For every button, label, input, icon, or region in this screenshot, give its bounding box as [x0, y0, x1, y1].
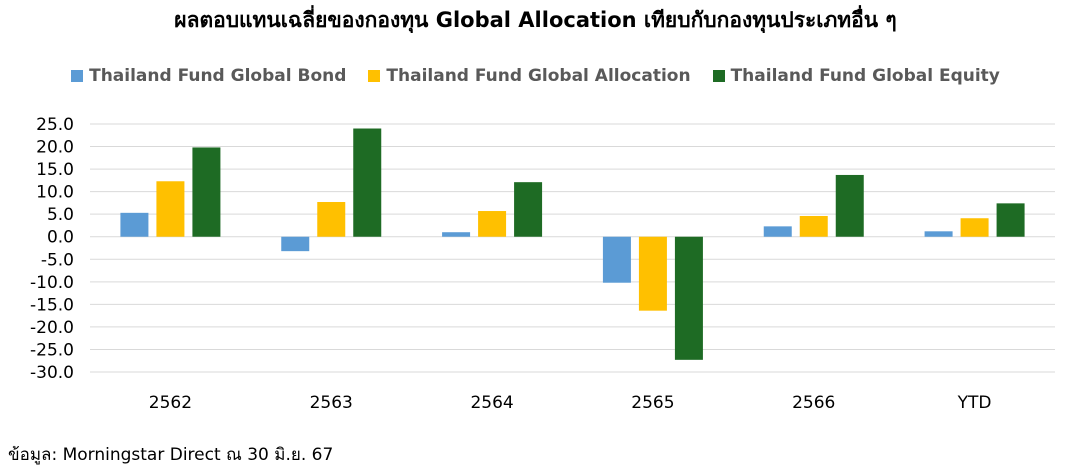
x-tick-label: 2562	[149, 393, 192, 413]
x-tick-label: 2566	[792, 393, 835, 413]
legend-swatch	[71, 70, 84, 82]
bar	[317, 202, 346, 237]
legend-item: Thailand Fund Global Equity	[712, 66, 1000, 86]
source-note: ข้อมูล: Morningstar Direct ณ 30 มิ.ย. 67	[8, 445, 334, 465]
x-tick-label: YTD	[957, 393, 992, 413]
x-tick-label: 2564	[470, 393, 513, 413]
y-tick-label: 0.0	[47, 228, 74, 248]
bar	[353, 128, 382, 237]
y-tick-label: 10.0	[36, 183, 74, 203]
legend: Thailand Fund Global Bond Thailand Fund G…	[0, 66, 1071, 86]
legend-label: Thailand Fund Global Bond	[89, 66, 347, 86]
bar	[960, 218, 989, 237]
legend-swatch	[712, 70, 725, 82]
y-tick-label: -15.0	[30, 295, 74, 315]
bar	[996, 203, 1025, 237]
y-tick-label: -5.0	[41, 250, 74, 270]
bar	[156, 181, 185, 237]
x-tick-label: 2563	[310, 393, 353, 413]
y-tick-label: 15.0	[36, 160, 74, 180]
bar	[638, 236, 667, 311]
bar	[763, 226, 792, 237]
bar	[281, 236, 310, 252]
bar	[674, 236, 703, 360]
legend-item: Thailand Fund Global Allocation	[368, 66, 691, 86]
y-tick-label: -25.0	[30, 340, 74, 360]
legend-item: Thailand Fund Global Bond	[71, 66, 346, 86]
y-tick-label: -10.0	[30, 273, 74, 293]
chart-title: ผลตอบแทนเฉลี่ยของกองทุน Global Allocatio…	[174, 8, 897, 32]
y-tick-label: 20.0	[36, 138, 74, 158]
bar	[442, 232, 471, 237]
legend-label: Thailand Fund Global Equity	[730, 66, 1000, 86]
y-tick-label: 5.0	[47, 205, 74, 225]
bar	[924, 231, 953, 237]
bar	[192, 147, 221, 237]
bar	[835, 174, 864, 237]
bar	[514, 182, 543, 237]
bar	[478, 211, 507, 237]
legend-label: Thailand Fund Global Allocation	[386, 66, 691, 86]
bar	[120, 212, 149, 237]
bar	[602, 236, 631, 283]
bar	[799, 215, 828, 237]
y-tick-label: -20.0	[30, 318, 74, 338]
x-tick-label: 2565	[631, 393, 674, 413]
legend-swatch	[368, 70, 381, 82]
y-tick-label: -30.0	[30, 363, 74, 383]
y-tick-label: 25.0	[36, 115, 74, 135]
